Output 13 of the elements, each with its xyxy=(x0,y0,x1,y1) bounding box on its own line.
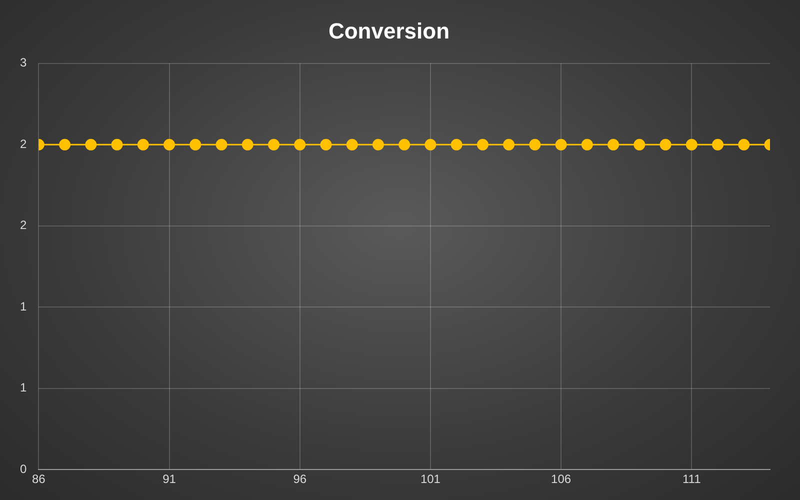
x-tick-label: 91 xyxy=(162,472,176,486)
y-tick-label: 2 xyxy=(20,136,27,151)
x-tick-label: 101 xyxy=(420,472,441,486)
y-tick-label: 1 xyxy=(20,299,27,314)
y-tick-label: 0 xyxy=(20,462,27,476)
x-tick-label: 111 xyxy=(682,472,702,486)
y-tick-label: 3 xyxy=(20,56,27,70)
chart-title: Conversion xyxy=(328,18,450,44)
y-tick-label: 1 xyxy=(20,380,27,395)
y-tick-label: 2 xyxy=(20,218,27,232)
x-tick-label: 86 xyxy=(32,472,46,486)
x-tick-label: 106 xyxy=(551,472,572,486)
x-tick-label: 96 xyxy=(293,472,307,486)
